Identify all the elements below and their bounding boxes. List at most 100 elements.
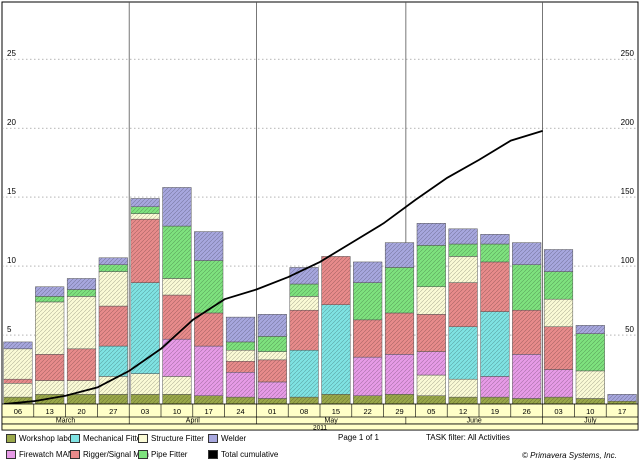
y-left-tick-label: 15 [7, 187, 16, 196]
legend-label: Pipe Fitter [151, 450, 188, 459]
bar-hatch [162, 394, 192, 404]
bar-hatch [162, 295, 192, 340]
week-label: 19 [491, 407, 499, 416]
bar-hatch [353, 395, 383, 404]
bar-hatch [544, 299, 573, 327]
bar-hatch [226, 372, 255, 398]
bar-hatch [35, 301, 65, 355]
bar-hatch [289, 310, 319, 351]
bar-hatch [289, 397, 319, 404]
page-indicator: Page 1 of 1 [338, 433, 379, 442]
week-label: 03 [554, 407, 562, 416]
legend-swatch [208, 434, 218, 443]
month-label: May [325, 418, 339, 425]
week-label: 01 [268, 407, 276, 416]
bar-hatch [480, 376, 510, 398]
y-right-tick-label: 150 [621, 187, 635, 196]
week-label: 05 [427, 407, 435, 416]
week-label: 17 [205, 407, 213, 416]
legend-swatch [6, 450, 16, 459]
bar-hatch [67, 394, 96, 404]
bar-hatch [162, 376, 192, 395]
bar-hatch [3, 341, 33, 349]
bar-hatch [544, 369, 573, 398]
y-left-tick-label: 10 [7, 256, 16, 265]
bar-hatch [289, 267, 319, 284]
bar-hatch [257, 351, 287, 360]
bar-hatch [480, 261, 510, 312]
bar-hatch [512, 398, 542, 404]
bar-hatch [544, 326, 573, 370]
week-label: 13 [46, 407, 54, 416]
bar-hatch [257, 314, 287, 337]
legend-item-mechanical-fitter: Mechanical Fitter [70, 434, 144, 443]
copyright-text: © Primavera Systems, Inc. [522, 451, 617, 460]
y-left-tick-label: 25 [7, 49, 16, 58]
legend-label: Workshop labor [19, 434, 75, 443]
bar-hatch [544, 249, 573, 272]
bar-hatch [448, 256, 478, 283]
bar-hatch [226, 341, 255, 351]
bar-hatch [194, 395, 224, 404]
bar-hatch [480, 234, 510, 244]
bar-hatch [226, 317, 255, 342]
bar-hatch [448, 326, 478, 380]
year-label: 2011 [313, 425, 327, 432]
bar-hatch [353, 319, 383, 358]
week-label: 26 [523, 407, 531, 416]
bar-hatch [257, 381, 287, 399]
bar-hatch [257, 336, 287, 352]
bar-hatch [67, 348, 96, 381]
bar-hatch [194, 231, 224, 261]
bar-hatch [3, 397, 33, 404]
bar-hatch [416, 351, 446, 376]
bar-hatch [130, 219, 160, 283]
bar-hatch [480, 244, 510, 262]
week-label: 22 [364, 407, 372, 416]
bar-hatch [3, 383, 33, 398]
bar-hatch [544, 271, 573, 300]
week-label: 24 [236, 407, 244, 416]
week-label: 10 [173, 407, 181, 416]
legend-label: Mechanical Fitter [83, 434, 144, 443]
legend-swatch [138, 434, 148, 443]
legend-label: Structure Fitter [151, 434, 204, 443]
bar-hatch [448, 244, 478, 257]
week-label: 06 [14, 407, 22, 416]
legend-item-firewatch-man: Firewatch MAN [6, 450, 74, 459]
bar-hatch [480, 397, 510, 404]
bar-hatch [130, 282, 160, 374]
month-label: April [186, 418, 200, 425]
bar-hatch [98, 271, 128, 307]
bar-hatch [162, 339, 192, 377]
bar-hatch [35, 354, 65, 381]
bar-hatch [607, 394, 637, 402]
bar-hatch [130, 213, 160, 220]
bar-hatch [130, 198, 160, 207]
bar-hatch [512, 242, 542, 265]
bar-hatch [416, 286, 446, 315]
y-right-tick-label: 100 [621, 256, 635, 265]
bar-hatch [448, 228, 478, 244]
bar-hatch [448, 282, 478, 327]
bar-hatch [575, 370, 605, 399]
bar-hatch [162, 187, 192, 227]
legend-item-rigger-signal-man: Rigger/Signal Man [70, 450, 149, 459]
bar-hatch [226, 361, 255, 373]
legend-swatch [70, 434, 80, 443]
y-right-tick-label: 200 [621, 118, 635, 127]
bar-hatch [385, 354, 414, 395]
bar-hatch [575, 398, 605, 404]
bar-hatch [544, 397, 573, 404]
bar-hatch [353, 357, 383, 396]
week-label: 08 [300, 407, 308, 416]
legend: Workshop labor Mechanical Fitter Structu… [2, 432, 638, 466]
bar-hatch [194, 260, 224, 313]
bar-hatch [162, 226, 192, 279]
bar-hatch [289, 296, 319, 311]
bar-hatch [480, 311, 510, 377]
legend-swatch [70, 450, 80, 459]
bar-hatch [385, 394, 414, 404]
legend-item-structure-fitter: Structure Fitter [138, 434, 204, 443]
y-left-tick-label: 20 [7, 118, 16, 127]
